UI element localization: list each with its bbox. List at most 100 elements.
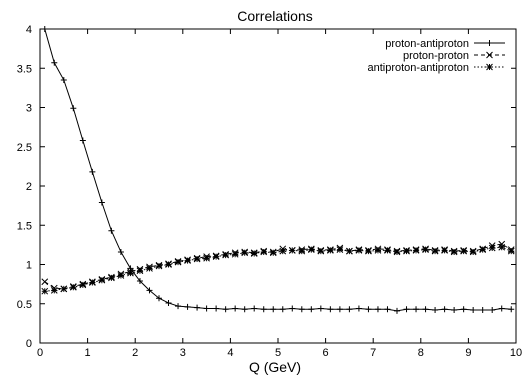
data-point <box>260 306 267 313</box>
x-tick-label: 0 <box>37 347 43 359</box>
x-axis: 0 1 2 3 4 5 6 7 8 9 10 <box>37 29 522 359</box>
data-point <box>175 303 182 310</box>
data-point <box>507 247 515 255</box>
legend-marker <box>486 51 493 59</box>
data-point <box>412 247 420 254</box>
data-point <box>403 247 410 255</box>
data-point <box>355 305 362 312</box>
data-point <box>498 240 506 248</box>
data-point <box>269 249 277 257</box>
data-point <box>69 283 77 291</box>
data-point <box>374 247 382 254</box>
data-point <box>384 247 391 254</box>
series-layer <box>41 26 515 314</box>
data-point <box>460 306 467 313</box>
data-point <box>298 306 305 313</box>
x-tick-label: 10 <box>510 347 522 359</box>
data-point <box>346 247 353 255</box>
data-point <box>50 287 58 294</box>
data-point <box>184 257 191 264</box>
data-point <box>232 305 239 312</box>
y-tick-label: 4 <box>26 24 32 36</box>
data-point <box>470 307 477 314</box>
data-point <box>393 248 401 256</box>
data-point <box>146 287 153 294</box>
data-point <box>508 306 515 313</box>
data-point <box>317 305 324 312</box>
series-antiproton-antiproton <box>41 243 515 295</box>
data-point <box>336 246 344 253</box>
data-point <box>450 248 458 256</box>
data-point <box>155 262 163 270</box>
data-point <box>394 307 400 314</box>
data-point <box>403 306 410 313</box>
data-point <box>213 305 220 312</box>
data-point <box>460 247 467 255</box>
data-point <box>384 306 391 313</box>
chart-title: Correlations <box>237 8 312 24</box>
data-point <box>203 254 210 262</box>
data-point <box>336 306 343 313</box>
data-point <box>288 247 296 254</box>
data-point <box>156 295 162 302</box>
data-point <box>165 299 172 306</box>
y-tick-label: 3.5 <box>17 63 32 75</box>
data-point <box>279 247 287 255</box>
plot-frame <box>39 28 517 344</box>
data-point <box>365 306 372 313</box>
data-point <box>451 307 458 314</box>
data-point <box>327 306 334 313</box>
data-point <box>174 258 182 266</box>
x-tick-label: 4 <box>227 347 233 359</box>
data-point <box>41 26 48 32</box>
x-tick-label: 2 <box>132 347 138 359</box>
data-point <box>327 247 334 254</box>
data-point <box>374 306 381 313</box>
x-tick-label: 9 <box>465 347 471 359</box>
data-point <box>422 306 429 313</box>
data-point <box>70 105 77 112</box>
data-point <box>488 244 496 252</box>
data-point <box>441 247 448 254</box>
data-point <box>41 278 49 286</box>
data-point <box>127 269 134 277</box>
y-axis: 0 0.5 1 1.5 2 2.5 3 3.5 4 <box>17 24 516 350</box>
data-point <box>231 250 239 258</box>
data-point <box>298 247 306 255</box>
y-tick-label: 3 <box>26 103 32 115</box>
data-point <box>251 305 258 312</box>
x-axis-title: Q (GeV) <box>249 359 301 375</box>
data-point <box>79 137 86 144</box>
data-point <box>317 247 325 255</box>
data-point <box>60 77 67 84</box>
y-tick-label: 2.5 <box>17 142 32 154</box>
data-point <box>289 305 296 312</box>
data-point <box>136 267 144 275</box>
data-point <box>98 276 106 284</box>
y-tick-label: 1 <box>26 260 32 272</box>
data-point <box>108 227 115 234</box>
data-point <box>489 307 496 314</box>
x-tick-label: 6 <box>323 347 329 359</box>
data-point <box>241 249 249 257</box>
plot-border <box>39 28 517 344</box>
data-point <box>355 247 363 254</box>
data-point <box>108 274 115 282</box>
data-point <box>365 247 372 255</box>
data-point <box>431 247 439 255</box>
legend-label: proton-proton <box>403 50 469 62</box>
data-point <box>432 307 439 314</box>
data-point <box>222 251 229 259</box>
data-point <box>260 248 268 256</box>
x-tick-label: 7 <box>370 347 376 359</box>
data-point <box>136 277 143 284</box>
data-point <box>498 243 506 251</box>
data-point <box>441 306 448 313</box>
data-point <box>279 306 286 313</box>
legend-marker <box>486 63 493 71</box>
series-line-proton-proton <box>44 243 512 290</box>
x-tick-label: 5 <box>275 347 281 359</box>
y-tick-label: 0 <box>26 338 32 350</box>
